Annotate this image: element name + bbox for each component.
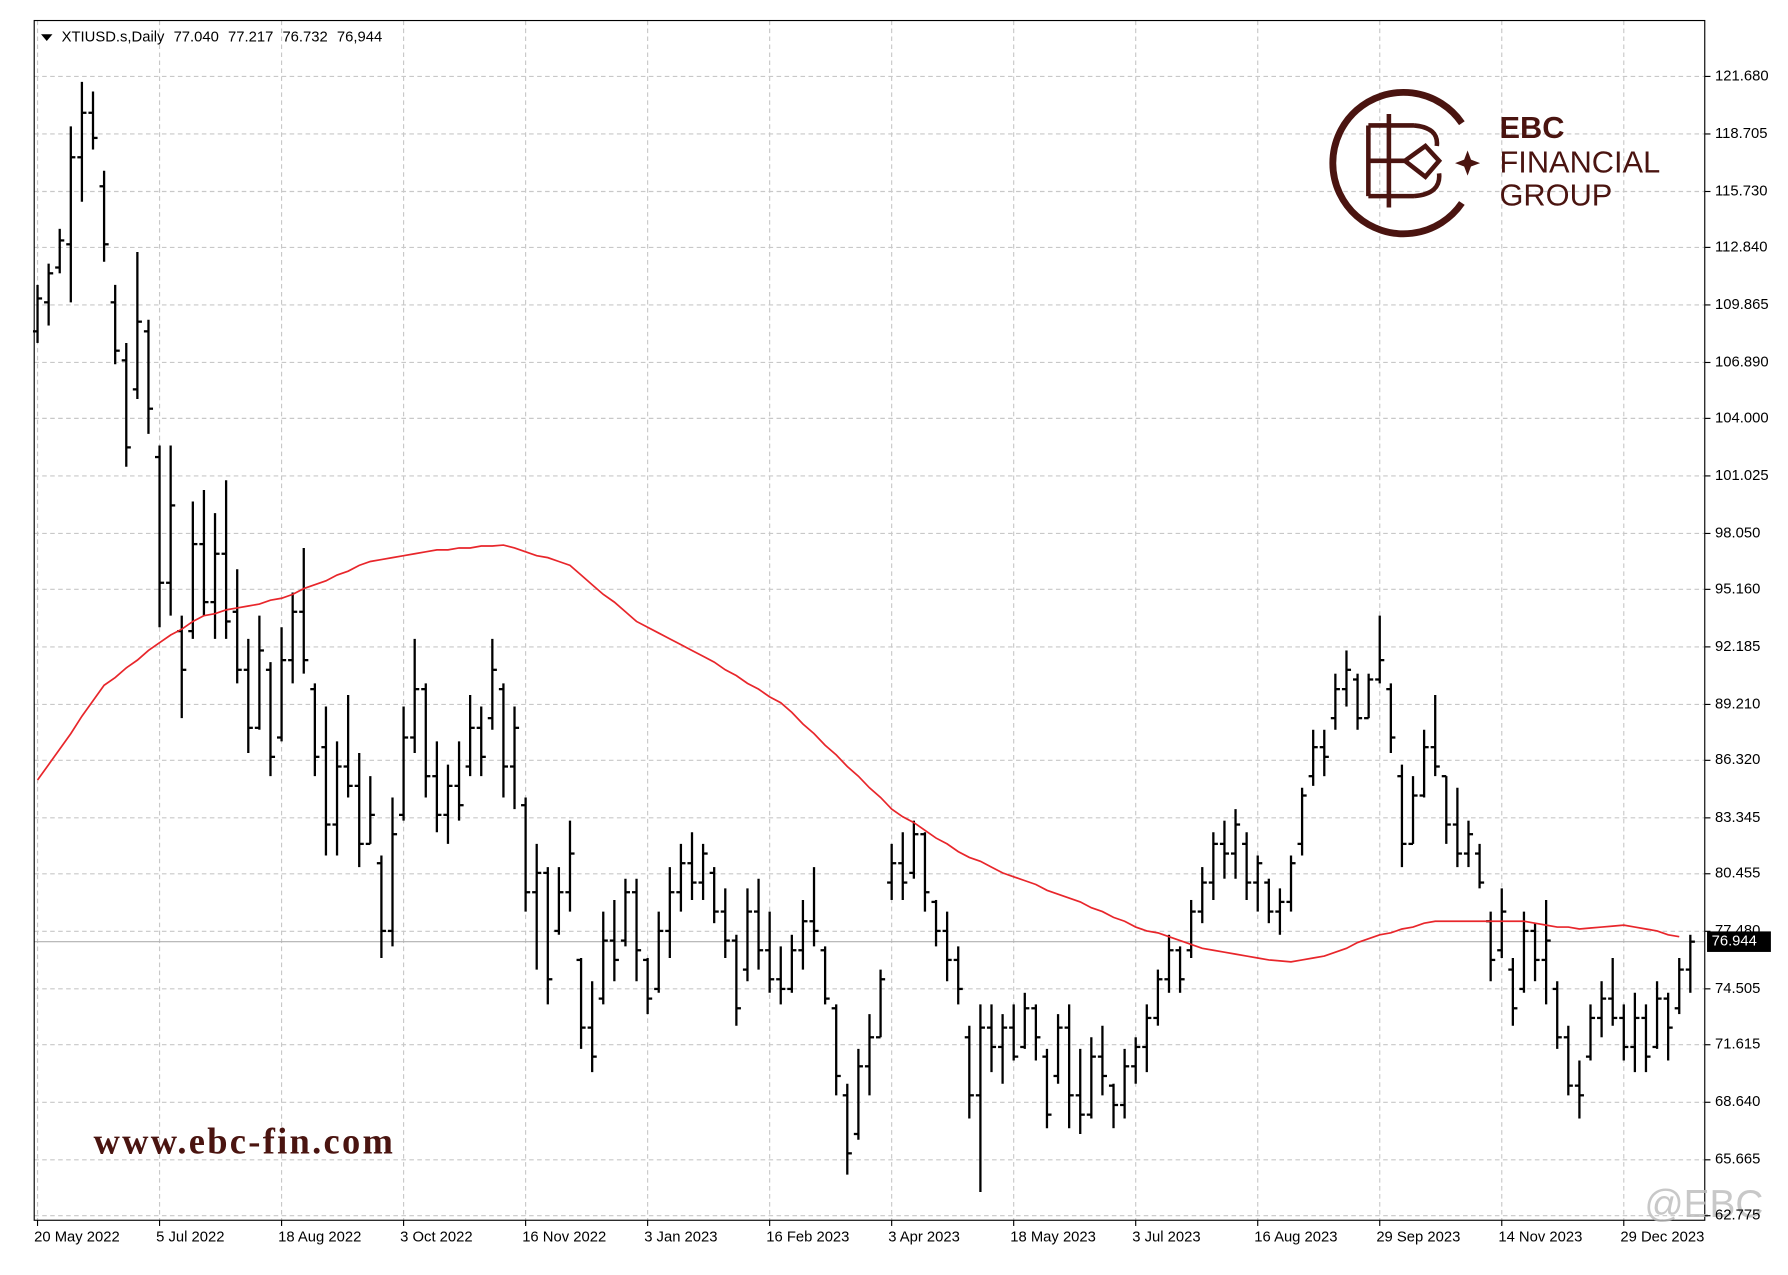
x-tick-label: 18 Aug 2022 bbox=[278, 1229, 361, 1245]
y-tick-label: 62.775 bbox=[1715, 1208, 1760, 1224]
x-tick-label: 3 Apr 2023 bbox=[888, 1229, 960, 1245]
moving-average bbox=[36, 544, 1680, 963]
price-label-box bbox=[1707, 931, 1771, 952]
y-tick-label: 101.025 bbox=[1715, 468, 1769, 484]
quote-value: 77.217 bbox=[228, 30, 273, 46]
y-tick-label: 106.890 bbox=[1715, 354, 1769, 370]
y-tick-label: 74.505 bbox=[1715, 981, 1760, 997]
y-tick-label: 95.160 bbox=[1715, 581, 1760, 597]
logo: EBC FINANCIAL GROUP bbox=[1329, 88, 1661, 238]
symbol: XTIUSD.s,Daily bbox=[62, 30, 165, 46]
y-tick-label: 86.320 bbox=[1715, 752, 1760, 768]
x-tick-label: 29 Sep 2023 bbox=[1376, 1229, 1460, 1245]
logo-line: GROUP bbox=[1500, 177, 1613, 212]
logo-name: EBC bbox=[1500, 110, 1565, 145]
x-tick-label: 16 Aug 2023 bbox=[1254, 1229, 1337, 1245]
y-tick-label: 89.210 bbox=[1715, 696, 1760, 712]
y-tick-label: 83.345 bbox=[1715, 810, 1760, 826]
header-arrow bbox=[41, 34, 53, 42]
y-tick-label: 115.730 bbox=[1715, 183, 1767, 199]
x-tick-label: 14 Nov 2023 bbox=[1498, 1229, 1582, 1245]
x-tick-label: 5 Jul 2022 bbox=[156, 1229, 224, 1245]
x-tick-label: 20 May 2022 bbox=[34, 1229, 120, 1245]
x-tick-label: 3 Oct 2022 bbox=[400, 1229, 472, 1245]
handle: @EBC bbox=[1644, 1183, 1763, 1226]
quote-value: 76.732 bbox=[282, 30, 327, 46]
y-tick-label: 121.680 bbox=[1715, 68, 1769, 84]
x-tick-label: 3 Jan 2023 bbox=[644, 1229, 717, 1245]
logo-glyph bbox=[1366, 114, 1443, 208]
x-tick-label: 18 May 2023 bbox=[1010, 1229, 1096, 1245]
plot-frame bbox=[33, 19, 1706, 1221]
logo-line: FINANCIAL bbox=[1500, 144, 1661, 179]
x-tick-label: 16 Feb 2023 bbox=[766, 1229, 849, 1245]
y-tick-label: 92.185 bbox=[1715, 639, 1760, 655]
quote-value: 77.040 bbox=[174, 30, 219, 46]
price-label: 76.944 bbox=[1712, 934, 1757, 950]
logo-star bbox=[1455, 150, 1481, 176]
y-tick-label: 104.000 bbox=[1715, 410, 1769, 426]
website: www.ebc-fin.com bbox=[94, 1120, 396, 1161]
grid-layer bbox=[34, 20, 1705, 1221]
x-tick-label: 3 Jul 2023 bbox=[1132, 1229, 1200, 1245]
marks-layer bbox=[32, 81, 1695, 1193]
y-tick-label: 68.640 bbox=[1715, 1094, 1760, 1110]
x-tick-label: 16 Nov 2022 bbox=[522, 1229, 606, 1245]
y-tick-label: 118.705 bbox=[1715, 126, 1767, 142]
y-tick-label: 112.840 bbox=[1715, 239, 1767, 255]
quote-value: 76,944 bbox=[337, 30, 382, 46]
y-tick-label: 65.665 bbox=[1715, 1152, 1760, 1168]
x-tick-label: 29 Dec 2023 bbox=[1620, 1229, 1704, 1245]
y-tick-label: 71.615 bbox=[1715, 1037, 1760, 1053]
y-tick-label: 98.050 bbox=[1715, 525, 1760, 541]
header: XTIUSD.s,Daily 77.040 77.217 76.732 76,944 bbox=[62, 30, 383, 46]
y-tick-label: 109.865 bbox=[1715, 297, 1769, 313]
y-tick-label: 80.455 bbox=[1715, 866, 1760, 882]
logo-ring bbox=[1329, 88, 1465, 238]
